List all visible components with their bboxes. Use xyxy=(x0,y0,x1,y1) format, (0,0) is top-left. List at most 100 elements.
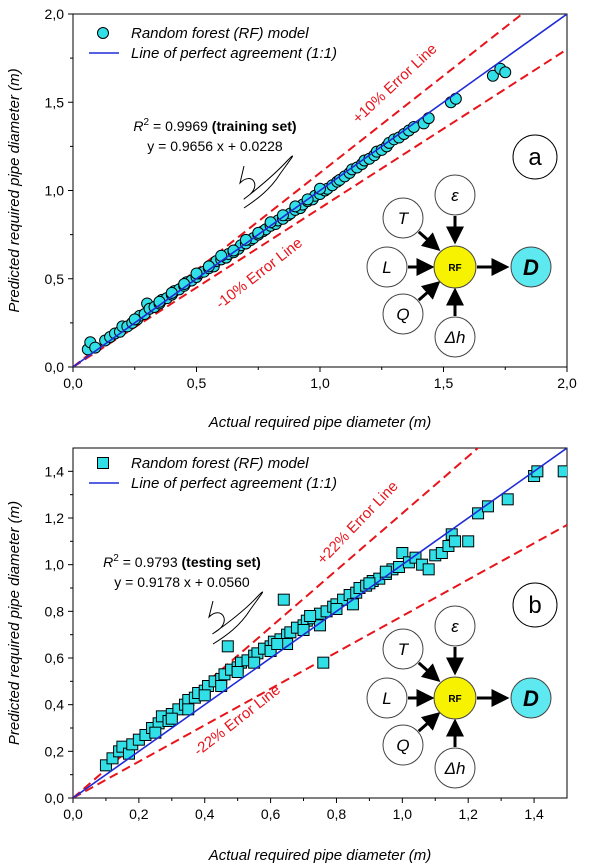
legend-marker xyxy=(97,457,109,469)
panel-label-circle xyxy=(512,582,558,628)
x-axis-label: Actual required pipe diameter (m) xyxy=(208,847,432,864)
data-point xyxy=(165,712,178,725)
x-tick-label: 2,0 xyxy=(557,375,577,391)
x-tick-label: 1,5 xyxy=(434,375,454,391)
r2-value: = 0.9793 xyxy=(119,554,182,570)
data-point xyxy=(149,726,162,739)
regression-equation: y = 0.9656 x + 0.0228 xyxy=(147,138,283,154)
data-point xyxy=(449,92,462,105)
data-point xyxy=(501,493,514,506)
r2-annotation: R2 = 0.9969 (training set) xyxy=(133,117,296,134)
data-point xyxy=(486,69,499,82)
y-tick-label: 1,5 xyxy=(45,94,65,110)
y-tick-label: 0,5 xyxy=(45,271,65,287)
y-tick-label: 2,0 xyxy=(45,6,65,22)
input-arrow xyxy=(417,281,441,302)
data-point xyxy=(330,603,343,615)
input-node-L-label: L xyxy=(382,258,391,277)
data-point xyxy=(531,465,544,478)
input-node-Q-label: Q xyxy=(396,305,409,324)
annotation-pointer xyxy=(208,591,263,645)
input-node-L xyxy=(366,677,408,719)
data-point xyxy=(231,666,244,678)
input-arrow xyxy=(417,230,441,251)
x-tick-label: 1,0 xyxy=(310,375,330,391)
y-tick-label: 0,0 xyxy=(45,359,65,375)
x-tick-label: 0,6 xyxy=(261,806,281,822)
input-node-T xyxy=(382,628,424,670)
data-point xyxy=(409,551,422,564)
data-point xyxy=(99,759,112,772)
r2-symbol: R xyxy=(103,554,113,570)
panel-label-circle xyxy=(512,134,558,180)
y-tick-label: 0,4 xyxy=(45,697,65,713)
y-tick-label: 1,0 xyxy=(45,183,65,199)
x-tick-label: 0,0 xyxy=(63,375,83,391)
x-axis-label: Actual required pipe diameter (m) xyxy=(208,414,432,431)
y-tick-label: 0,0 xyxy=(45,790,65,806)
y-tick-label: 0,6 xyxy=(45,650,65,666)
input-node-Q xyxy=(382,724,424,766)
x-tick-label: 0,0 xyxy=(63,806,83,822)
rf-diagram: Tε L Q Δh RF D xyxy=(366,605,552,789)
rf-model-node xyxy=(433,676,477,720)
chart-panel-a: 0,0 0,5 1,0 1,5 2,0 0,0 0,5 1,0 1,5 2,0 Actual req… xyxy=(6,6,577,431)
x-tick-label: 0,4 xyxy=(195,806,215,822)
data-point xyxy=(449,535,462,548)
input-node-Q-label: Q xyxy=(396,736,409,755)
input-node-T-label: T xyxy=(398,209,410,228)
output-node-D xyxy=(510,246,552,288)
panel-label: a xyxy=(528,144,542,171)
data-point xyxy=(462,535,475,548)
data-point xyxy=(435,547,448,559)
input-node-dh-label: Δh xyxy=(444,759,466,778)
x-tick-label: 0,5 xyxy=(187,375,207,391)
x-tick-label: 0,8 xyxy=(327,806,347,822)
r2-superscript: 2 xyxy=(144,117,150,128)
data-point xyxy=(422,563,435,576)
output-node-D-label: D xyxy=(523,686,539,711)
data-point xyxy=(248,656,261,669)
output-node-D-label: D xyxy=(523,255,539,280)
y-axis-label: Predicted required pipe diameter (m) xyxy=(6,501,23,745)
x-tick-label: 1,0 xyxy=(393,806,413,822)
data-point xyxy=(264,645,277,657)
x-tick-label: 1,2 xyxy=(458,806,478,822)
data-point xyxy=(106,752,119,765)
regression-equation: y = 0.9178 x + 0.0560 xyxy=(114,574,250,590)
input-node-epsilon xyxy=(434,174,476,216)
r2-superscript: 2 xyxy=(113,553,119,564)
y-tick-label: 1,2 xyxy=(45,510,65,526)
data-point xyxy=(422,112,435,125)
chart-panel-b: 0,0 0,2 0,4 0,6 0,8 1,0 1,2 1,4 0,0 0,2 0,4 0,6 0,8 1… xyxy=(6,447,568,864)
legend-line-label: Line of perfect agreement (1:1) xyxy=(131,45,337,62)
data-point xyxy=(221,640,234,653)
output-node-D xyxy=(510,677,552,719)
y-tick-label: 0,8 xyxy=(45,603,65,619)
rf-diagram: Tε L Q Δh RF D xyxy=(366,174,552,358)
data-point xyxy=(314,619,326,632)
input-node-dh xyxy=(434,316,476,358)
data-point xyxy=(317,656,330,669)
input-node-epsilon-label: ε xyxy=(451,186,459,205)
y-tick-label: 1,4 xyxy=(45,463,65,479)
input-node-T xyxy=(382,197,424,239)
upper-error-line xyxy=(73,448,480,798)
input-node-T-label: T xyxy=(398,640,410,659)
input-arrow xyxy=(417,661,441,682)
legend-scatter-label: Random forest (RF) model xyxy=(131,455,309,472)
perfect-agreement-line xyxy=(73,14,567,367)
r2-annotation: R2 = 0.9793 (testing set) xyxy=(103,553,261,570)
input-node-Q xyxy=(382,293,424,335)
legend-line-label: Line of perfect agreement (1:1) xyxy=(131,475,337,492)
data-point xyxy=(472,507,485,520)
input-node-dh xyxy=(434,747,476,789)
panel-label: b xyxy=(528,592,541,619)
rf-model-label: RF xyxy=(448,263,461,274)
x-tick-label: 1,4 xyxy=(524,806,544,822)
input-arrow xyxy=(417,712,441,733)
data-point xyxy=(190,267,203,280)
data-point xyxy=(215,680,228,692)
legend-scatter-label: Random forest (RF) model xyxy=(131,25,309,42)
